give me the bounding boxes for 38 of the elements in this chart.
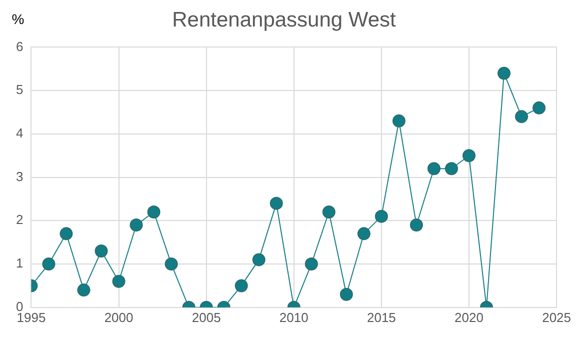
- x-tick-label: 2015: [366, 310, 396, 325]
- point: [147, 205, 160, 218]
- point: [515, 110, 528, 124]
- point: [60, 227, 73, 240]
- y-tick-label: 5: [16, 82, 24, 98]
- point: [532, 101, 546, 114]
- point: [252, 253, 266, 266]
- point: [498, 66, 511, 80]
- x-tick-label: 2010: [279, 310, 308, 325]
- point: [304, 258, 318, 271]
- y-tick-label: 2: [16, 212, 24, 228]
- point: [77, 284, 90, 297]
- y-tick-label: 4: [16, 126, 24, 141]
- point: [270, 196, 283, 210]
- point: [427, 162, 440, 176]
- y-tick-label: 6: [16, 38, 24, 54]
- y-tick-label: 3: [16, 168, 24, 184]
- y-tick-label: 1: [16, 256, 24, 271]
- x-tick-label: 2025: [542, 310, 571, 325]
- point: [164, 258, 178, 271]
- point: [357, 227, 370, 240]
- point: [340, 288, 353, 301]
- point: [112, 274, 126, 288]
- point: [410, 218, 423, 232]
- point: [392, 114, 406, 128]
- point: [42, 258, 56, 271]
- point: [374, 210, 388, 223]
- point: [462, 149, 476, 162]
- x-tick-label: 2005: [192, 310, 221, 325]
- x-tick-label: 2020: [454, 310, 484, 325]
- chart-title: Rentenanpassung West: [172, 8, 396, 32]
- point: [444, 162, 458, 176]
- y-axis-title: %: [12, 10, 24, 27]
- point: [94, 244, 108, 258]
- point: [234, 279, 248, 292]
- point: [322, 205, 336, 218]
- point: [130, 218, 143, 232]
- x-tick-label: 2000: [104, 310, 134, 325]
